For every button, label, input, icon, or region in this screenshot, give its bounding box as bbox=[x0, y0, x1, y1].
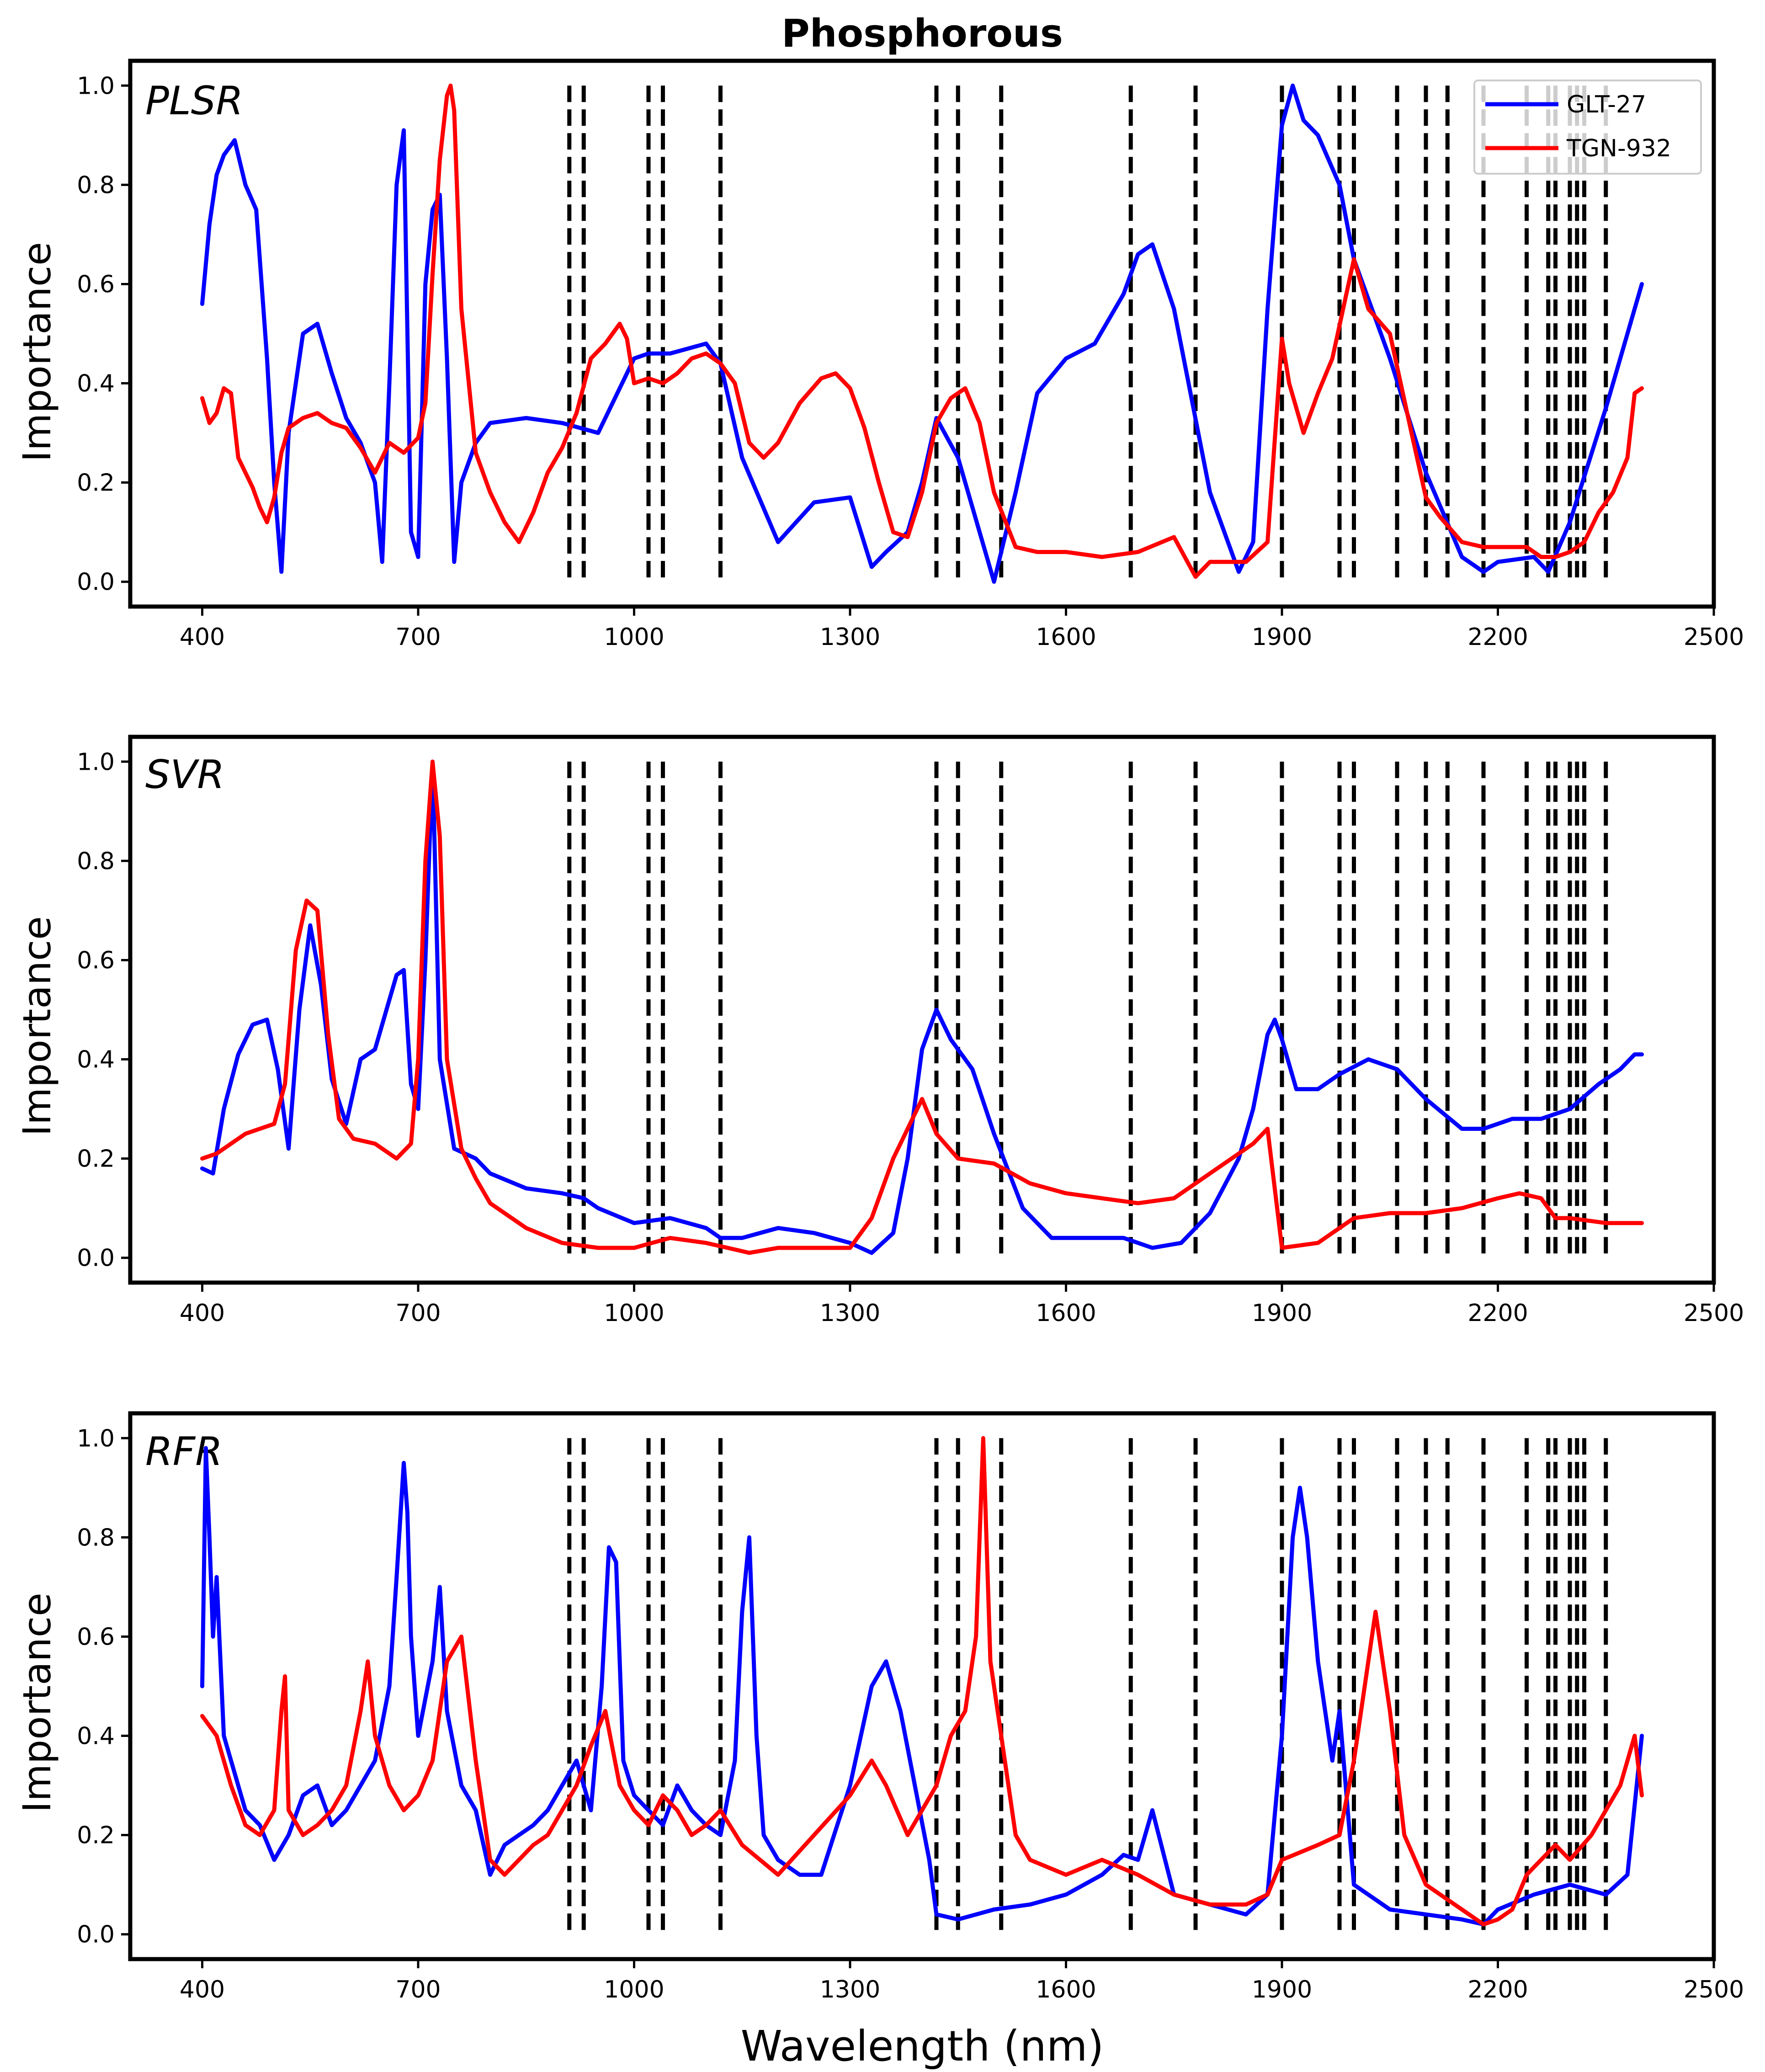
y-tick-label: 0.2 bbox=[77, 469, 115, 497]
x-tick-label: 1900 bbox=[1252, 623, 1312, 651]
x-tick-label: 2500 bbox=[1684, 1300, 1744, 1327]
y-tick-label: 0.6 bbox=[77, 947, 115, 974]
x-tick-label: 2200 bbox=[1467, 623, 1528, 651]
y-tick-label: 1.0 bbox=[77, 72, 115, 100]
plot-frame bbox=[128, 1411, 1716, 1961]
x-tick-label: 400 bbox=[180, 623, 225, 651]
y-axis-label: Importance bbox=[15, 916, 59, 1136]
y-tick-label: 0.8 bbox=[77, 171, 115, 199]
y-axis-label: Importance bbox=[15, 1593, 59, 1812]
x-tick-label: 1600 bbox=[1036, 1300, 1096, 1327]
y-tick-label: 0.2 bbox=[77, 1822, 115, 1849]
y-tick-label: 0.0 bbox=[77, 1921, 115, 1949]
y-tick-label: 0.6 bbox=[77, 271, 115, 298]
plot-frame bbox=[128, 735, 1716, 1285]
figure-title: Phosphorous bbox=[781, 11, 1063, 56]
series-line-glt-27 bbox=[200, 759, 1644, 1255]
y-tick-label: 0.0 bbox=[77, 1245, 115, 1272]
legend: GLT-27 TGN-932 bbox=[1473, 80, 1702, 175]
x-tick-label: 1300 bbox=[820, 1976, 880, 2003]
x-tick-label: 400 bbox=[180, 1976, 225, 2003]
legend-label-tgn-932: TGN-932 bbox=[1566, 135, 1671, 162]
series-line-glt-27 bbox=[200, 1446, 1644, 1927]
x-tick-label: 1300 bbox=[820, 623, 880, 651]
panel-label: RFR bbox=[145, 1429, 223, 1475]
x-tick-label: 1900 bbox=[1252, 1976, 1312, 2003]
y-tick-label: 1.0 bbox=[77, 1425, 115, 1452]
x-tick-label: 2500 bbox=[1684, 623, 1744, 651]
series-line-tgn-932 bbox=[200, 759, 1644, 1255]
y-tick-label: 0.2 bbox=[77, 1145, 115, 1173]
x-tick-label: 400 bbox=[180, 1300, 225, 1327]
x-tick-label: 1000 bbox=[604, 623, 664, 651]
series-line-glt-27 bbox=[200, 83, 1644, 584]
legend-label-glt-27: GLT-27 bbox=[1567, 91, 1646, 118]
x-tick-label: 1900 bbox=[1252, 1300, 1312, 1327]
y-tick-label: 0.0 bbox=[77, 569, 115, 596]
series-line-tgn-932 bbox=[200, 83, 1644, 579]
y-tick-label: 0.4 bbox=[77, 370, 115, 398]
x-tick-label: 700 bbox=[395, 1300, 441, 1327]
y-tick-label: 0.4 bbox=[77, 1046, 115, 1074]
x-tick-label: 1000 bbox=[604, 1976, 664, 2003]
x-axis-label: Wavelength (nm) bbox=[741, 2022, 1104, 2071]
y-tick-label: 1.0 bbox=[77, 748, 115, 776]
plot-frame bbox=[128, 59, 1716, 609]
x-tick-label: 2500 bbox=[1684, 1976, 1744, 2003]
panel-label: SVR bbox=[145, 752, 224, 798]
x-tick-label: 1300 bbox=[820, 1300, 880, 1327]
y-axis-label: Importance bbox=[15, 242, 59, 462]
x-tick-label: 1600 bbox=[1036, 1976, 1096, 2003]
series-line-tgn-932 bbox=[200, 1436, 1644, 1927]
x-tick-label: 1600 bbox=[1036, 623, 1096, 651]
y-tick-label: 0.4 bbox=[77, 1723, 115, 1750]
y-tick-label: 0.8 bbox=[77, 847, 115, 875]
panel-label: PLSR bbox=[145, 78, 243, 124]
panel-plsr: PLSR Importance 400 700 1000 1300 1600 1900 22… bbox=[15, 59, 1744, 651]
x-tick-label: 700 bbox=[395, 1976, 441, 2003]
x-tick-label: 700 bbox=[395, 623, 441, 651]
x-tick-label: 1000 bbox=[604, 1300, 664, 1327]
x-tick-label: 2200 bbox=[1467, 1300, 1528, 1327]
x-tick-label: 2200 bbox=[1467, 1976, 1528, 2003]
y-tick-label: 0.8 bbox=[77, 1524, 115, 1551]
panel-svr: SVR Importance 400 700 1000 1300 1600 1900 220… bbox=[15, 735, 1744, 1327]
y-tick-label: 0.6 bbox=[77, 1623, 115, 1651]
panel-rfr: RFR Importance 400 700 1000 1300 1600 1900 220… bbox=[15, 1411, 1744, 2003]
